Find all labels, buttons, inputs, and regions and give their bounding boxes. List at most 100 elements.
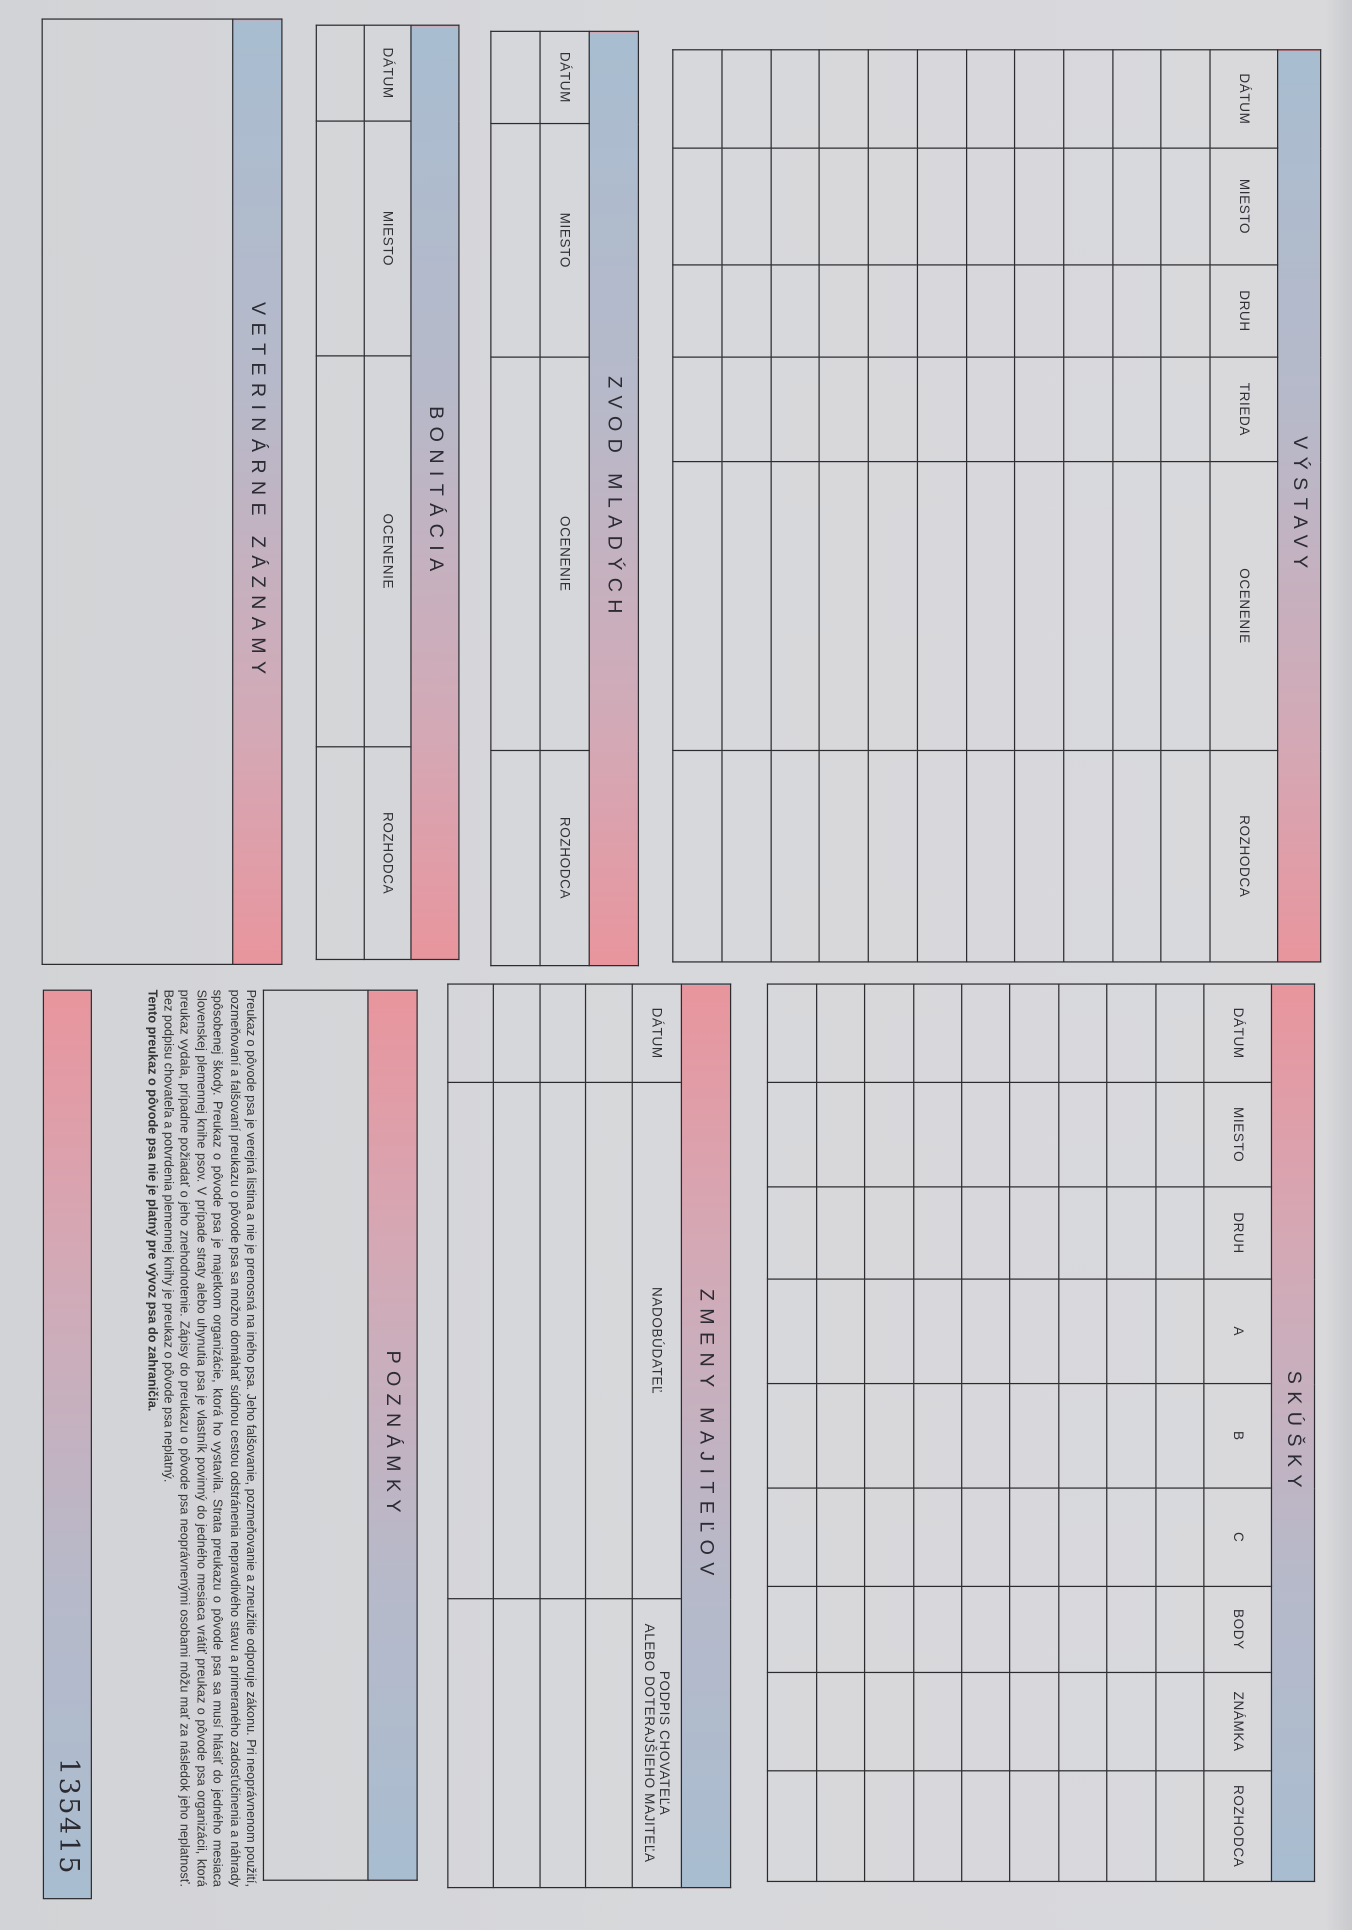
table-cell	[819, 148, 869, 265]
table-row	[1161, 49, 1211, 963]
table-cell	[864, 1383, 914, 1489]
table-cell	[768, 1186, 817, 1280]
table-row	[1112, 49, 1162, 963]
podpis-line-2: ALEBO DOTERAJŠIEHO MAJITEĽA	[642, 1623, 657, 1863]
zmeny-majitelov-table: ZMENY MAJITEĽOV DÁTUM NADOBÚDATEĽ PODPIS…	[447, 983, 731, 1888]
table-cell	[1063, 264, 1113, 358]
table-row	[1155, 984, 1204, 1882]
table-row	[819, 49, 869, 963]
table-row	[1010, 984, 1059, 1882]
table-cell	[1063, 148, 1113, 265]
column-header-ocenenie: OCENENIE	[1210, 461, 1278, 751]
column-header-druh: DRUH	[1210, 264, 1278, 358]
table-cell	[768, 1770, 817, 1882]
table-cell	[868, 264, 918, 358]
table-cell	[1058, 1770, 1108, 1882]
table-cell	[770, 750, 820, 963]
table-cell	[913, 1488, 962, 1587]
table-row	[316, 25, 365, 960]
table-cell	[768, 1082, 817, 1187]
table-cell	[1112, 148, 1162, 265]
table-cell	[1112, 49, 1162, 149]
table-cell	[1112, 264, 1162, 358]
skusky-table: SKÚŠKY DÁTUM MIESTO DRUH A B C BODY ZNÁM…	[767, 983, 1315, 1882]
table-cell	[673, 357, 723, 462]
table-cell	[586, 1082, 633, 1599]
table-row	[768, 984, 817, 1882]
column-header-body: BODY	[1203, 1586, 1272, 1673]
table-cell	[819, 461, 869, 751]
table-cell	[490, 31, 541, 124]
table-cell	[1063, 357, 1113, 462]
table-cell	[961, 1586, 1011, 1673]
table-cell	[961, 1488, 1011, 1587]
table-cell	[816, 1279, 865, 1384]
table-cell	[722, 148, 771, 265]
table-cell	[1155, 1082, 1204, 1187]
table-cell	[816, 1672, 865, 1771]
table-cell	[961, 1770, 1011, 1882]
table-cell	[1161, 49, 1211, 149]
table-cell	[1010, 1186, 1059, 1280]
table-cell	[1010, 1672, 1059, 1771]
table-row	[1014, 49, 1064, 963]
column-header-datum: DÁTUM	[364, 25, 411, 122]
table-cell	[447, 984, 494, 1083]
table-cell	[917, 750, 967, 963]
skusky-title: SKÚŠKY	[1271, 984, 1315, 1882]
table-cell	[768, 1383, 817, 1489]
column-header-datum: DÁTUM	[1210, 49, 1278, 149]
table-cell	[1107, 1672, 1156, 1771]
table-cell	[1063, 461, 1113, 751]
table-cell	[722, 264, 771, 358]
table-row	[493, 984, 541, 1888]
table-cell	[819, 49, 869, 149]
table-cell	[1014, 357, 1064, 462]
veterinarne-zaznamy-section: VETERINÁRNE ZÁZNAMY	[42, 18, 283, 965]
table-row	[770, 49, 820, 963]
table-cell	[768, 1279, 817, 1384]
table-cell	[493, 1082, 541, 1599]
table-cell	[816, 1186, 865, 1280]
table-cell	[316, 121, 365, 356]
column-header-b: B	[1203, 1383, 1272, 1489]
column-header-miesto: MIESTO	[1210, 148, 1278, 265]
table-cell	[816, 1383, 865, 1489]
table-cell	[819, 264, 869, 358]
table-cell	[586, 984, 633, 1083]
table-cell	[819, 357, 869, 462]
table-cell	[1058, 1383, 1108, 1489]
table-cell	[966, 49, 1015, 149]
table-cell	[1010, 1586, 1059, 1673]
table-row	[864, 984, 914, 1882]
column-header-miesto: MIESTO	[1203, 1082, 1272, 1187]
column-header-rozhodca: ROZHODCA	[364, 746, 411, 960]
table-cell	[490, 750, 541, 966]
column-header-trieda: TRIEDA	[1210, 357, 1278, 462]
table-cell	[770, 357, 820, 462]
table-cell	[868, 148, 918, 265]
column-header-datum: DÁTUM	[1203, 984, 1272, 1083]
table-cell	[864, 1586, 914, 1673]
table-cell	[864, 1488, 914, 1587]
table-cell	[447, 1082, 494, 1599]
table-cell	[864, 1082, 914, 1187]
table-cell	[1161, 461, 1211, 751]
table-row	[586, 984, 633, 1888]
serial-number-bar: 135415	[42, 989, 92, 1900]
table-cell	[1155, 1586, 1204, 1673]
table-cell	[913, 1186, 962, 1280]
table-cell	[917, 148, 967, 265]
table-cell	[816, 1082, 865, 1187]
table-cell	[490, 123, 541, 358]
legal-notice: Preukaz o pôvode psa je verejná listina …	[143, 990, 258, 1887]
table-cell	[1107, 1586, 1156, 1673]
table-cell	[816, 1586, 865, 1673]
table-cell	[1010, 1488, 1059, 1587]
table-cell	[864, 1279, 914, 1384]
column-header-podpis: PODPIS CHOVATEĽA ALEBO DOTERAJŠIEHO MAJI…	[632, 1598, 682, 1888]
table-cell	[493, 984, 541, 1083]
table-cell	[966, 750, 1015, 963]
table-cell	[1058, 1186, 1108, 1280]
